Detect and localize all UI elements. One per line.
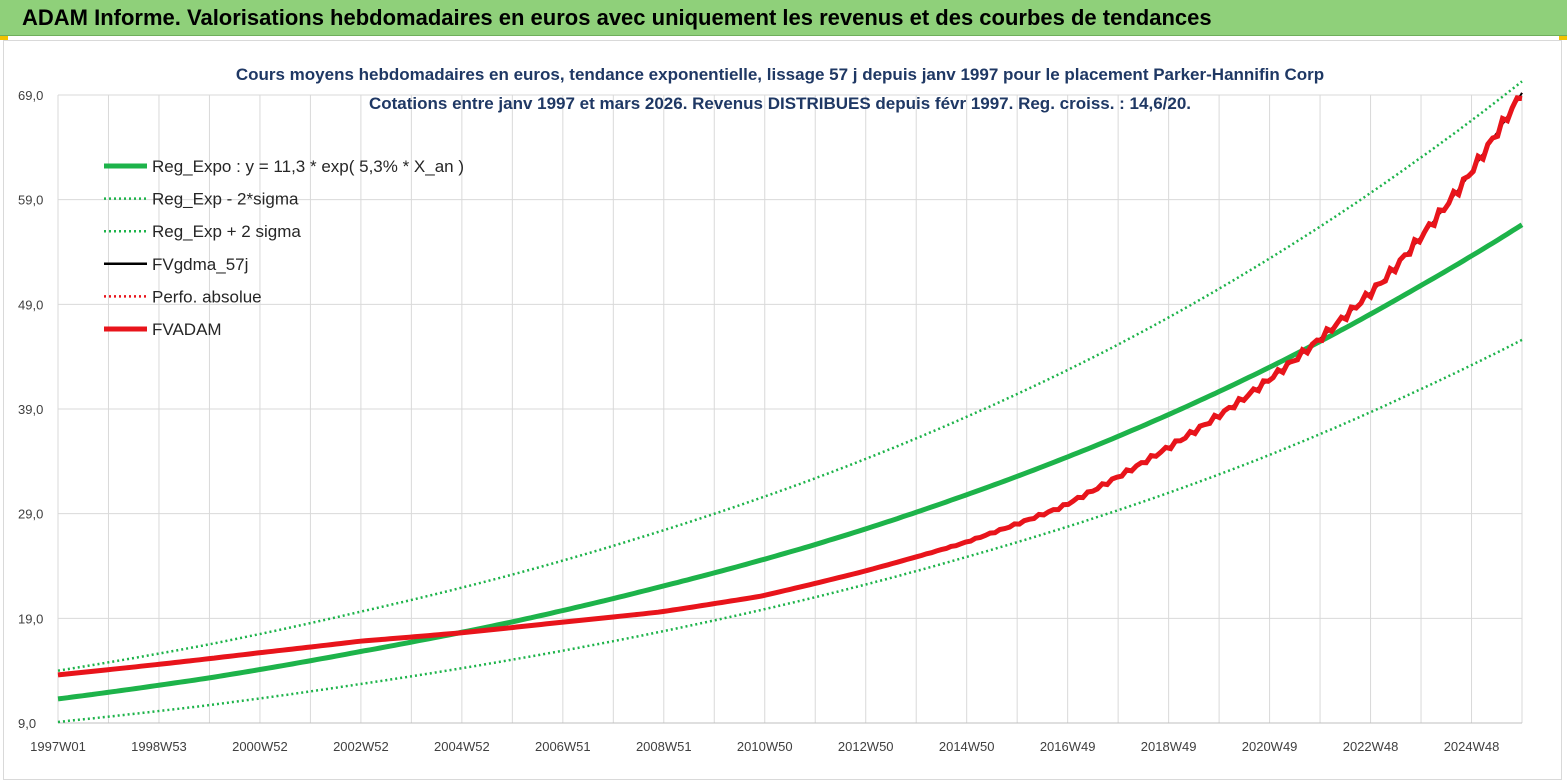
y-axis-ticks: 9,0 19,0 29,0 39,0 49,0 59,0 69,0 — [18, 88, 43, 731]
legend-label-5: FVADAM — [152, 320, 222, 339]
legend-label-3: FVgdma_57j — [152, 255, 248, 274]
legend-label-2: Reg_Exp + 2 sigma — [152, 222, 301, 241]
x-tick-label: 2008W51 — [636, 739, 692, 754]
x-tick-label: 2002W52 — [333, 739, 389, 754]
y-tick-label: 49,0 — [18, 297, 43, 312]
x-tick-label: 2010W50 — [737, 739, 793, 754]
series-line-2 — [57, 80, 1523, 672]
x-tick-label: 2004W52 — [434, 739, 490, 754]
header-bar: ADAM Informe. Valorisations hebdomadaire… — [0, 0, 1567, 36]
y-tick-label: 39,0 — [18, 402, 43, 417]
legend-label-4: Perfo. absolue — [152, 287, 262, 306]
x-tick-label: 1997W01 — [30, 739, 86, 754]
x-tick-label: 2016W49 — [1040, 739, 1096, 754]
corner-marker-right — [1559, 36, 1567, 40]
series-line-5 — [57, 95, 1523, 678]
x-tick-label: 2020W49 — [1242, 739, 1298, 754]
x-tick-label: 2018W49 — [1141, 739, 1197, 754]
chart-title: Cours moyens hebdomadaires en euros, ten… — [236, 65, 1324, 84]
y-tick-label: 69,0 — [18, 88, 43, 103]
y-tick-label: 59,0 — [18, 193, 43, 208]
chart-series — [57, 80, 1524, 724]
x-tick-label: 2012W50 — [838, 739, 894, 754]
legend-label-1: Reg_Exp - 2*sigma — [152, 190, 299, 209]
x-tick-label: 2022W48 — [1343, 739, 1399, 754]
chart-frame — [3, 40, 1562, 780]
x-tick-label: 2000W52 — [232, 739, 288, 754]
x-tick-label: 2024W48 — [1444, 739, 1500, 754]
page-title: ADAM Informe. Valorisations hebdomadaire… — [22, 5, 1212, 30]
series-line-1 — [57, 338, 1523, 724]
x-tick-label: 1998W53 — [131, 739, 187, 754]
chart-subtitle: Cotations entre janv 1997 et mars 2026. … — [369, 94, 1191, 113]
x-tick-label: 2014W50 — [939, 739, 995, 754]
series-line-0 — [57, 222, 1524, 702]
y-tick-label: 29,0 — [18, 507, 43, 522]
legend-label-0: Reg_Expo : y = 11,3 * exp( 5,3% * X_an ) — [152, 157, 464, 176]
y-tick-label: 19,0 — [18, 611, 43, 626]
chart-legend: Reg_Expo : y = 11,3 * exp( 5,3% * X_an )… — [104, 157, 464, 339]
y-tick-label: 9,0 — [18, 716, 36, 731]
chart-grid — [57, 94, 1523, 724]
x-axis-ticks: 1997W01 1998W53 2000W52 2002W52 2004W52 2006W… — [30, 739, 1499, 754]
corner-marker-left — [0, 36, 8, 40]
x-tick-label: 2006W51 — [535, 739, 591, 754]
